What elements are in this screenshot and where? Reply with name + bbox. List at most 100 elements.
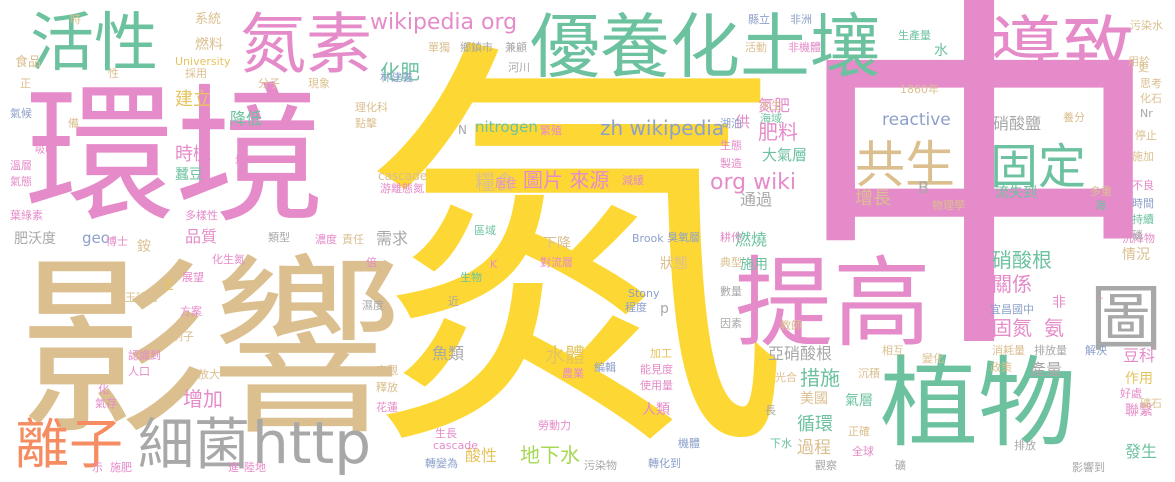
word-xuqiu: 需求	[376, 229, 409, 248]
word-jiangdi: 降低	[230, 109, 263, 128]
word-yingxiangdao: 影響到	[1072, 461, 1105, 474]
word-hua: 化	[98, 383, 109, 396]
word-lizi2: 例子	[172, 330, 194, 343]
word-reactive: reactive	[882, 110, 951, 130]
word-jianqing: 兼顧	[505, 41, 527, 54]
word-wuranshui: 污染水	[1130, 19, 1163, 32]
word-zhanwang: 展望	[182, 271, 204, 284]
word-tongguo: 通過	[740, 190, 773, 209]
word-shengwu: 生物	[460, 271, 482, 284]
word-bianji: 編輯	[594, 361, 616, 374]
word-wuzhixue: 物理學	[932, 199, 965, 212]
word-paifangliang: 排放量	[1034, 344, 1067, 357]
word-ranliao: 燃料	[195, 37, 223, 53]
word-lianxi: 聯繫	[1125, 403, 1153, 419]
word-brook: Brook	[632, 232, 664, 245]
word-boshi: 示	[92, 461, 103, 474]
word-caiyong: 採用	[185, 67, 207, 80]
word-wangyujun: 王瑜君	[125, 291, 158, 304]
word-shijian: 時間	[1132, 197, 1154, 210]
word-yingxiang: 影響	[18, 239, 402, 462]
word-dianxing: 典型	[720, 256, 742, 269]
word-shiji: 時機	[175, 144, 211, 165]
word-p: p	[660, 301, 669, 317]
word-wuranwu: 污染物	[584, 459, 617, 472]
word-N: N	[458, 123, 467, 137]
word-hongguan: 宏觀	[376, 364, 398, 377]
word-feizhou: 非洲	[790, 13, 812, 26]
word-university: University	[175, 55, 231, 68]
word-shui: 水	[934, 43, 948, 59]
word-1860: 1860年	[900, 83, 939, 96]
word-leixing: 類型	[268, 231, 290, 244]
word-yinsu: 因素	[720, 317, 742, 330]
word-feiliao: 肥料	[758, 120, 798, 144]
word-liushi: 流失到	[995, 185, 1037, 201]
word-cascade: cascade	[378, 169, 428, 183]
word-feiwodu: 肥沃度	[14, 231, 56, 247]
word-yaxiao: 亞硝酸根	[768, 344, 833, 363]
word-dansu: 氮素	[240, 6, 372, 83]
word-kuang: 礦	[895, 459, 906, 472]
word-qihou: 氣候	[10, 107, 32, 120]
word-guangjiao: 光合	[775, 371, 797, 384]
word-shengtai: 生態	[720, 139, 742, 152]
word-buliang: 不良	[1132, 179, 1154, 192]
word-xianli: 縣立	[748, 13, 770, 26]
word-duochong: 多重	[1090, 185, 1112, 198]
word-stony: Stony	[628, 287, 660, 300]
word-xiaohaoliang: 消耗量	[992, 344, 1025, 357]
word-daqiceng: 大氣層	[762, 146, 808, 164]
word-xijun: 細菌	[138, 413, 250, 478]
word-laodongli: 勞動力	[538, 419, 571, 432]
word-nitrogen: nitrogen	[475, 118, 538, 136]
word-xunhuan: 循環	[797, 414, 833, 435]
word-shishi: 施用	[740, 257, 768, 273]
word-zuoyong: 作用	[1125, 371, 1153, 387]
word-haiyu: 海域	[760, 112, 782, 125]
word-meiguo: 美國	[800, 391, 828, 407]
word-fei: 非	[1052, 295, 1066, 311]
word-dixiashui: 地下水	[520, 443, 580, 467]
word-xing: 性	[108, 67, 119, 80]
word-jinru: 進	[228, 461, 239, 474]
word-qiceng: 氣層	[845, 393, 873, 409]
word-gengzuo: 耕作	[720, 231, 742, 244]
word-gong: 供	[735, 113, 751, 131]
word-haoqi: 好處	[1120, 387, 1142, 400]
word-renlei: 人類	[642, 402, 670, 418]
word-youyang: 優養化土壤	[530, 6, 880, 88]
word-zengjia: 增加	[183, 387, 223, 411]
word-jiaoshi: 教師	[780, 319, 802, 332]
word-tingzhi: 停止	[1135, 129, 1157, 142]
word-linjianyi: 林建義	[380, 71, 413, 84]
word-shiyongliang: 使用量	[640, 379, 673, 392]
word-nongdu: 濃度	[315, 233, 337, 246]
word-org-wiki: org wiki	[710, 170, 797, 195]
word-bianhua: 變化	[922, 352, 944, 365]
word-jiti: 機體	[678, 437, 700, 450]
word-landi: 陸地	[244, 461, 266, 474]
word-wendu: 溫層	[10, 159, 32, 172]
word-qingkuang: 情況	[1122, 247, 1150, 263]
word-xishou: 吸收	[35, 145, 55, 156]
word-guding: 固定	[990, 139, 1087, 195]
word-shifang: 釋放	[376, 381, 398, 394]
word-tupian: 圖片 來源	[523, 168, 610, 192]
word-shengchanliang: 生產量	[898, 29, 931, 42]
word-zhizao: 製造	[720, 157, 742, 170]
word-fangda: 放大	[198, 368, 220, 381]
word-yulei: 魚類	[432, 344, 465, 363]
word-jun: 均	[235, 154, 246, 167]
word-shuiti: 水體	[545, 343, 585, 367]
word-chixu: 持續	[1132, 213, 1154, 226]
word-shuisheng: 水生	[760, 99, 782, 112]
word-huafei: 化肥	[380, 60, 420, 84]
word-jianhuan: 減緩	[622, 174, 644, 187]
word-bushi: 博士	[106, 235, 128, 248]
word-B: B	[918, 178, 929, 197]
word-huodong: 活動	[745, 41, 767, 54]
word-nongye: 農業	[562, 367, 584, 380]
word-heliu: 河川	[508, 61, 530, 74]
word-guocheng: 過程	[797, 438, 831, 458]
